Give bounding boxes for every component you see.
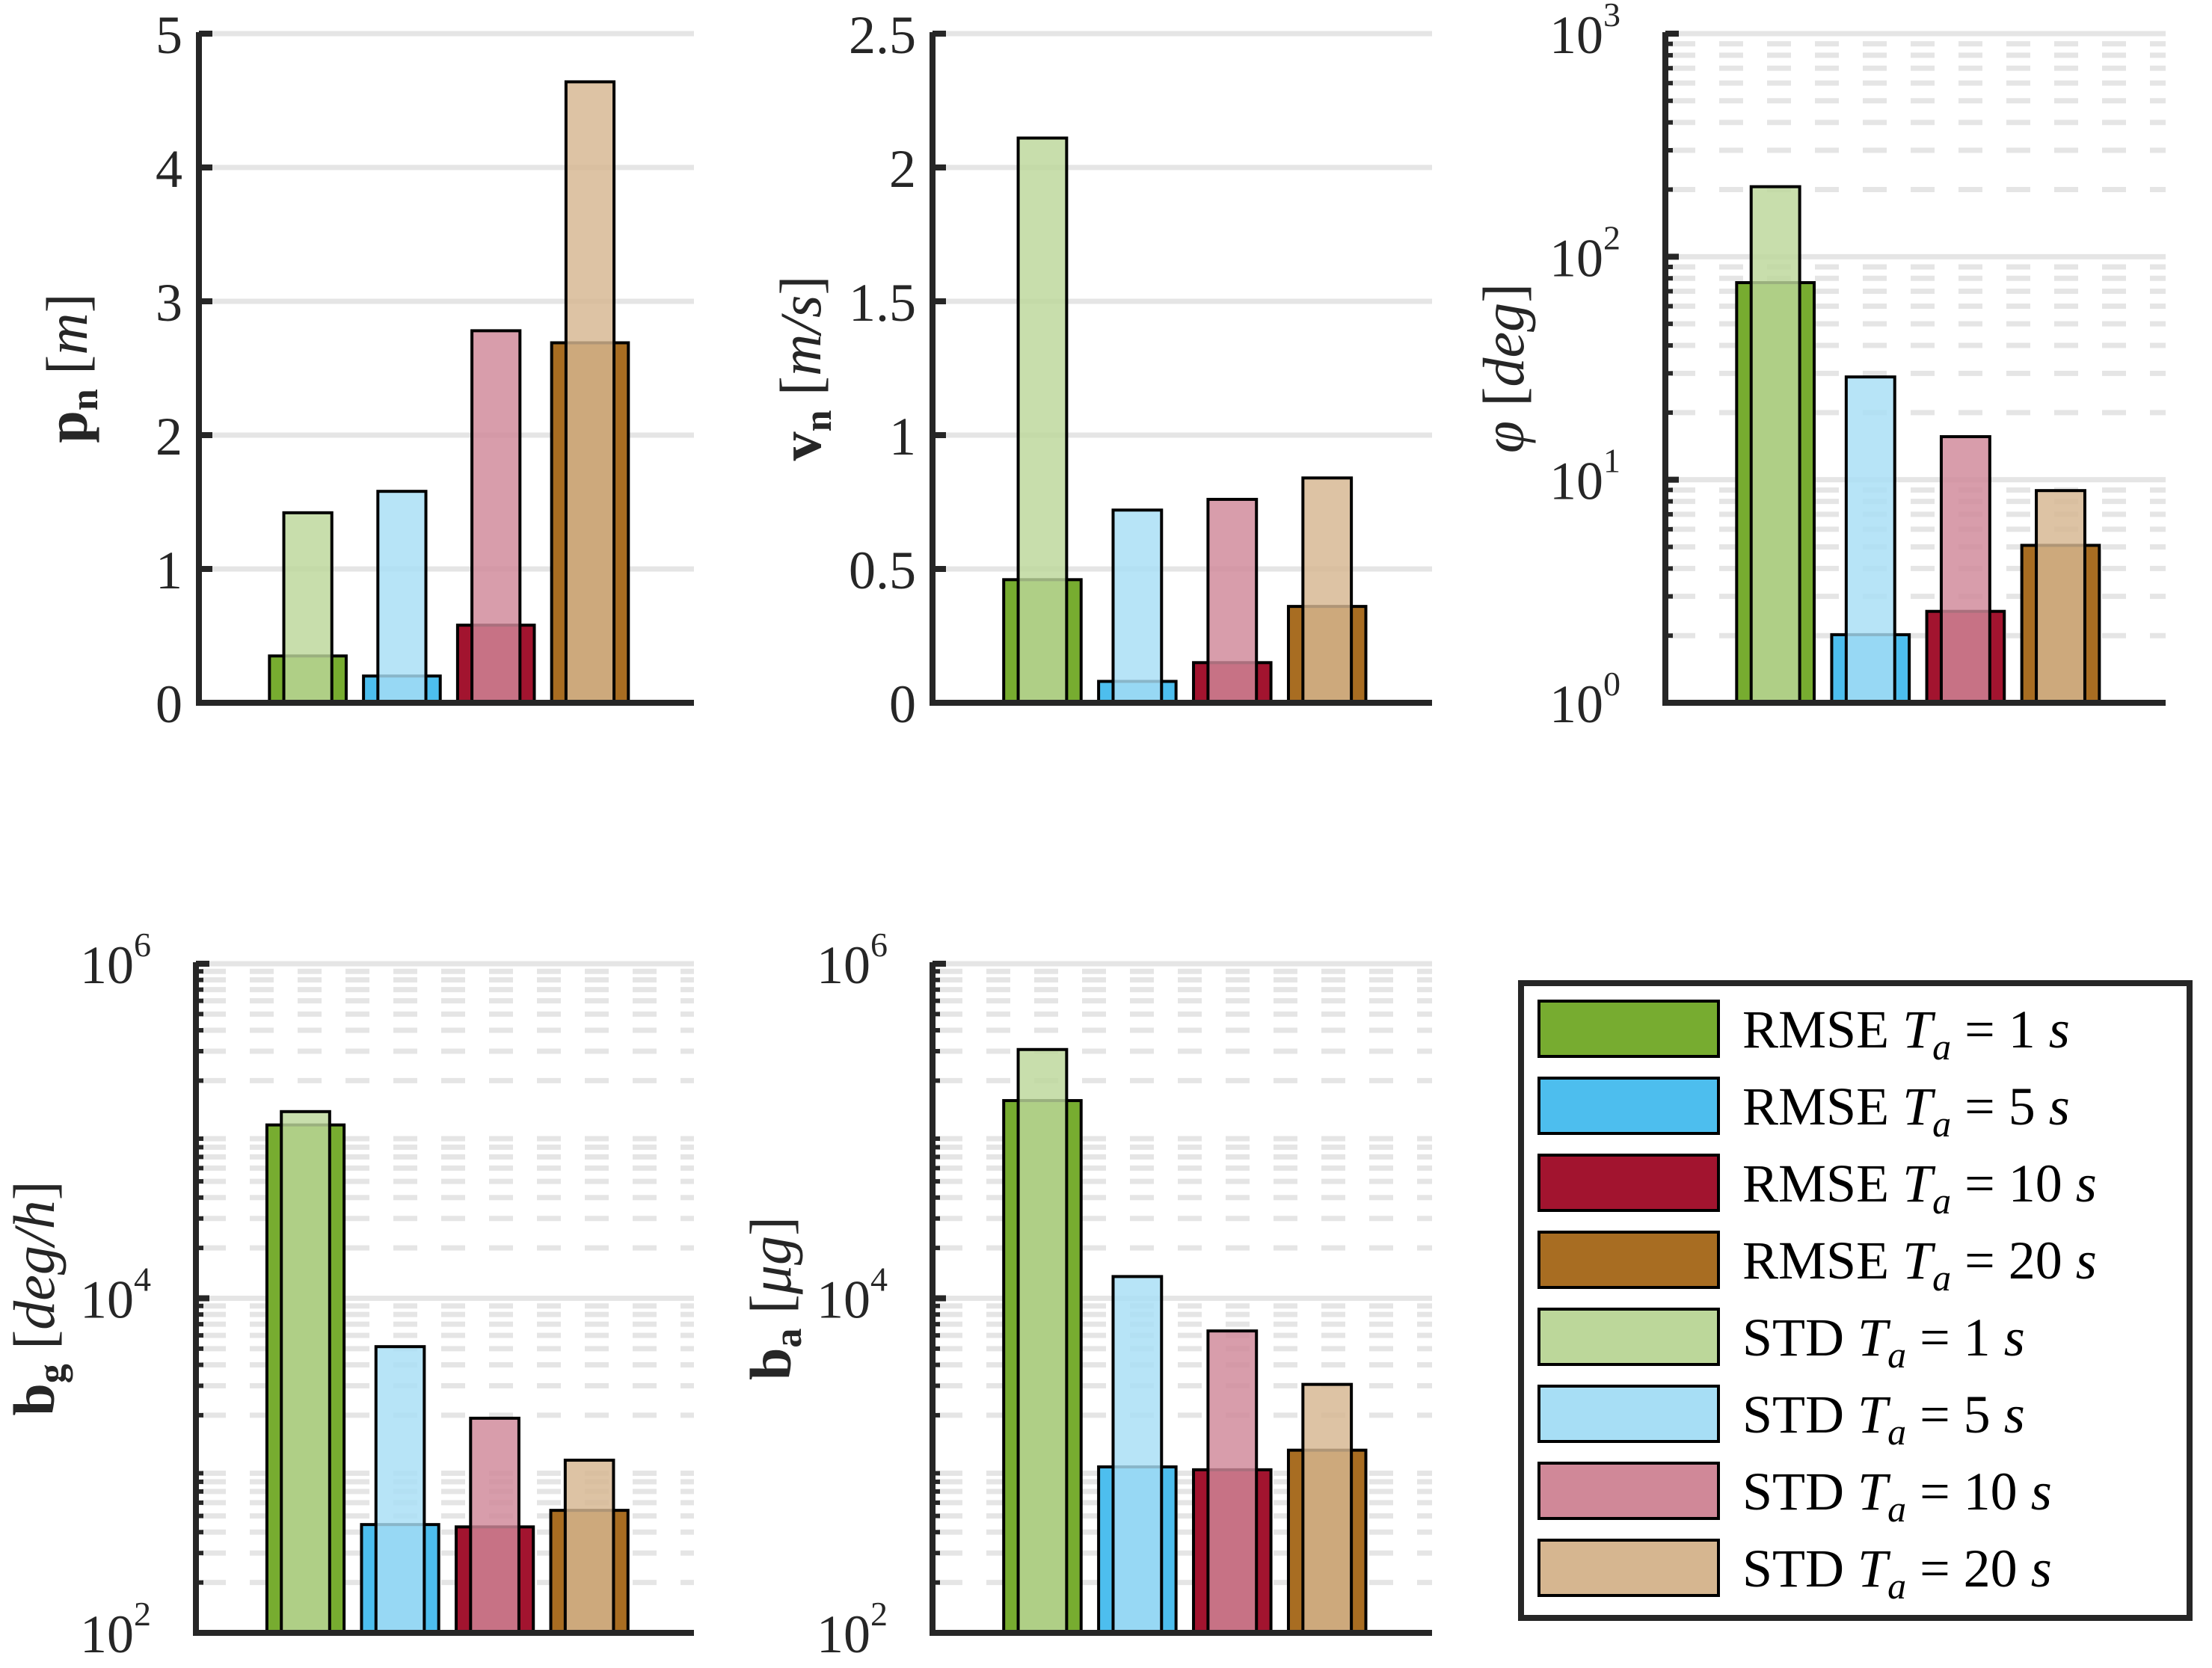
y-tick-label: 4 — [156, 139, 182, 199]
bar-std-Ta=20s — [2035, 489, 2086, 705]
y-tick-label: 103 — [1549, 0, 1620, 65]
y-tick-label: 0.5 — [849, 541, 916, 600]
legend-swatch — [1537, 1000, 1720, 1058]
legend-label: RMSE Ta = 10 s — [1742, 1154, 2097, 1222]
subplot-pn: 0 1 2 3 4 5 pn [m] — [34, 5, 694, 734]
bar-std-Ta=10s — [470, 329, 522, 704]
y-tick-label: 102 — [80, 1595, 151, 1664]
y-tick-label: 2 — [156, 407, 182, 467]
y-axis-label: ba [μg] — [738, 1216, 810, 1380]
bar-std-Ta=5s — [374, 1345, 426, 1634]
y-axis-label: bg [deg/h] — [1, 1181, 73, 1415]
bar-std-Ta=1s — [280, 1110, 331, 1634]
legend-item: STD Ta = 20 s — [1537, 1539, 2052, 1607]
grid — [933, 31, 1432, 572]
y-tick-label: 1.5 — [849, 273, 916, 333]
y-tick-label: 2.5 — [849, 5, 916, 65]
legend-swatch — [1537, 1154, 1720, 1212]
legend-label: STD Ta = 20 s — [1742, 1539, 2052, 1607]
bars — [268, 80, 630, 705]
axes: 102 104 106 — [817, 926, 1432, 1664]
bar-std-Ta=10s — [1206, 497, 1259, 704]
legend-label: RMSE Ta = 5 s — [1742, 1077, 2070, 1145]
legend-swatch — [1537, 1308, 1720, 1366]
legend-item: RMSE Ta = 20 s — [1537, 1231, 2097, 1299]
legend-swatch — [1537, 1385, 1720, 1443]
bar-std-Ta=10s — [1206, 1329, 1259, 1634]
legend-swatch — [1537, 1539, 1720, 1597]
bar-std-Ta=20s — [564, 80, 616, 704]
y-tick-label: 106 — [80, 926, 151, 995]
y-axis-label: φ [deg] — [1471, 283, 1536, 453]
legend-swatch — [1537, 1077, 1720, 1135]
subplot-phi: 100 101 102 103 φ [deg] — [1471, 0, 2166, 734]
bars — [1735, 185, 2101, 705]
subplot-bg: 102 104 106 bg [deg/h] — [1, 926, 694, 1664]
bar-std-Ta=1s — [282, 511, 334, 704]
legend-swatch — [1537, 1462, 1720, 1520]
bar-std-Ta=1s — [1016, 136, 1069, 704]
y-tick-label: 1 — [889, 407, 916, 467]
y-tick-label: 104 — [817, 1261, 888, 1330]
legend-item: STD Ta = 1 s — [1537, 1308, 2025, 1376]
legend-item: RMSE Ta = 5 s — [1537, 1077, 2070, 1145]
legend-label: STD Ta = 10 s — [1742, 1462, 2052, 1530]
bar-std-Ta=20s — [563, 1459, 615, 1635]
y-tick-label: 100 — [1549, 665, 1620, 734]
bar-std-Ta=10s — [1939, 435, 1991, 704]
bars — [1002, 1047, 1368, 1635]
y-tick-label: 3 — [156, 273, 182, 333]
axes: 100 101 102 103 — [1549, 0, 2166, 734]
y-tick-label: 5 — [156, 5, 182, 65]
y-tick-label: 0 — [156, 674, 182, 734]
bar-std-Ta=20s — [1301, 1382, 1354, 1635]
legend-item: RMSE Ta = 1 s — [1537, 1000, 2070, 1068]
legend-label: RMSE Ta = 20 s — [1742, 1231, 2097, 1299]
y-tick-label: 104 — [80, 1261, 151, 1330]
y-tick-label: 0 — [889, 674, 916, 734]
bar-std-Ta=5s — [1111, 508, 1164, 704]
y-tick-label: 102 — [817, 1595, 888, 1664]
bar-std-Ta=10s — [469, 1416, 520, 1634]
y-tick-label: 102 — [1549, 218, 1620, 288]
bars — [1002, 136, 1368, 705]
y-axis-label: pn [m] — [34, 293, 106, 443]
legend-label: RMSE Ta = 1 s — [1742, 1000, 2070, 1068]
legend-item: RMSE Ta = 10 s — [1537, 1154, 2097, 1222]
bar-std-Ta=20s — [1301, 476, 1354, 705]
legend-label: STD Ta = 1 s — [1742, 1308, 2025, 1376]
grid — [1665, 31, 2166, 638]
legend-label: STD Ta = 5 s — [1742, 1385, 2025, 1453]
y-tick-label: 1 — [156, 541, 182, 600]
y-axis-label: vn [m/s] — [768, 276, 840, 461]
axes: 102 104 106 — [80, 926, 694, 1664]
bar-std-Ta=5s — [376, 490, 428, 704]
y-tick-label: 106 — [817, 926, 888, 995]
legend-item: STD Ta = 10 s — [1537, 1462, 2052, 1530]
legend-item: STD Ta = 5 s — [1537, 1385, 2025, 1453]
legend: RMSE Ta = 1 s RMSE Ta = 5 s RMSE Ta = 10 s… — [1518, 980, 2193, 1621]
subplot-ba: 102 104 106 ba [μg] — [738, 926, 1432, 1664]
bar-std-Ta=5s — [1111, 1275, 1164, 1634]
legend-swatch — [1537, 1231, 1720, 1289]
bar-std-Ta=1s — [1749, 185, 1801, 704]
y-tick-label: 2 — [889, 139, 916, 199]
y-tick-label: 101 — [1549, 442, 1620, 511]
subplot-vn: 0 0.5 1 1.5 2 2.5 vn [m/s] — [768, 5, 1432, 734]
grid — [196, 961, 694, 1586]
axes: 0 1 2 3 4 5 — [156, 5, 694, 734]
bar-std-Ta=1s — [1016, 1047, 1069, 1634]
bar-std-Ta=5s — [1844, 375, 1896, 704]
axes: 0 0.5 1 1.5 2 2.5 — [849, 5, 1432, 734]
